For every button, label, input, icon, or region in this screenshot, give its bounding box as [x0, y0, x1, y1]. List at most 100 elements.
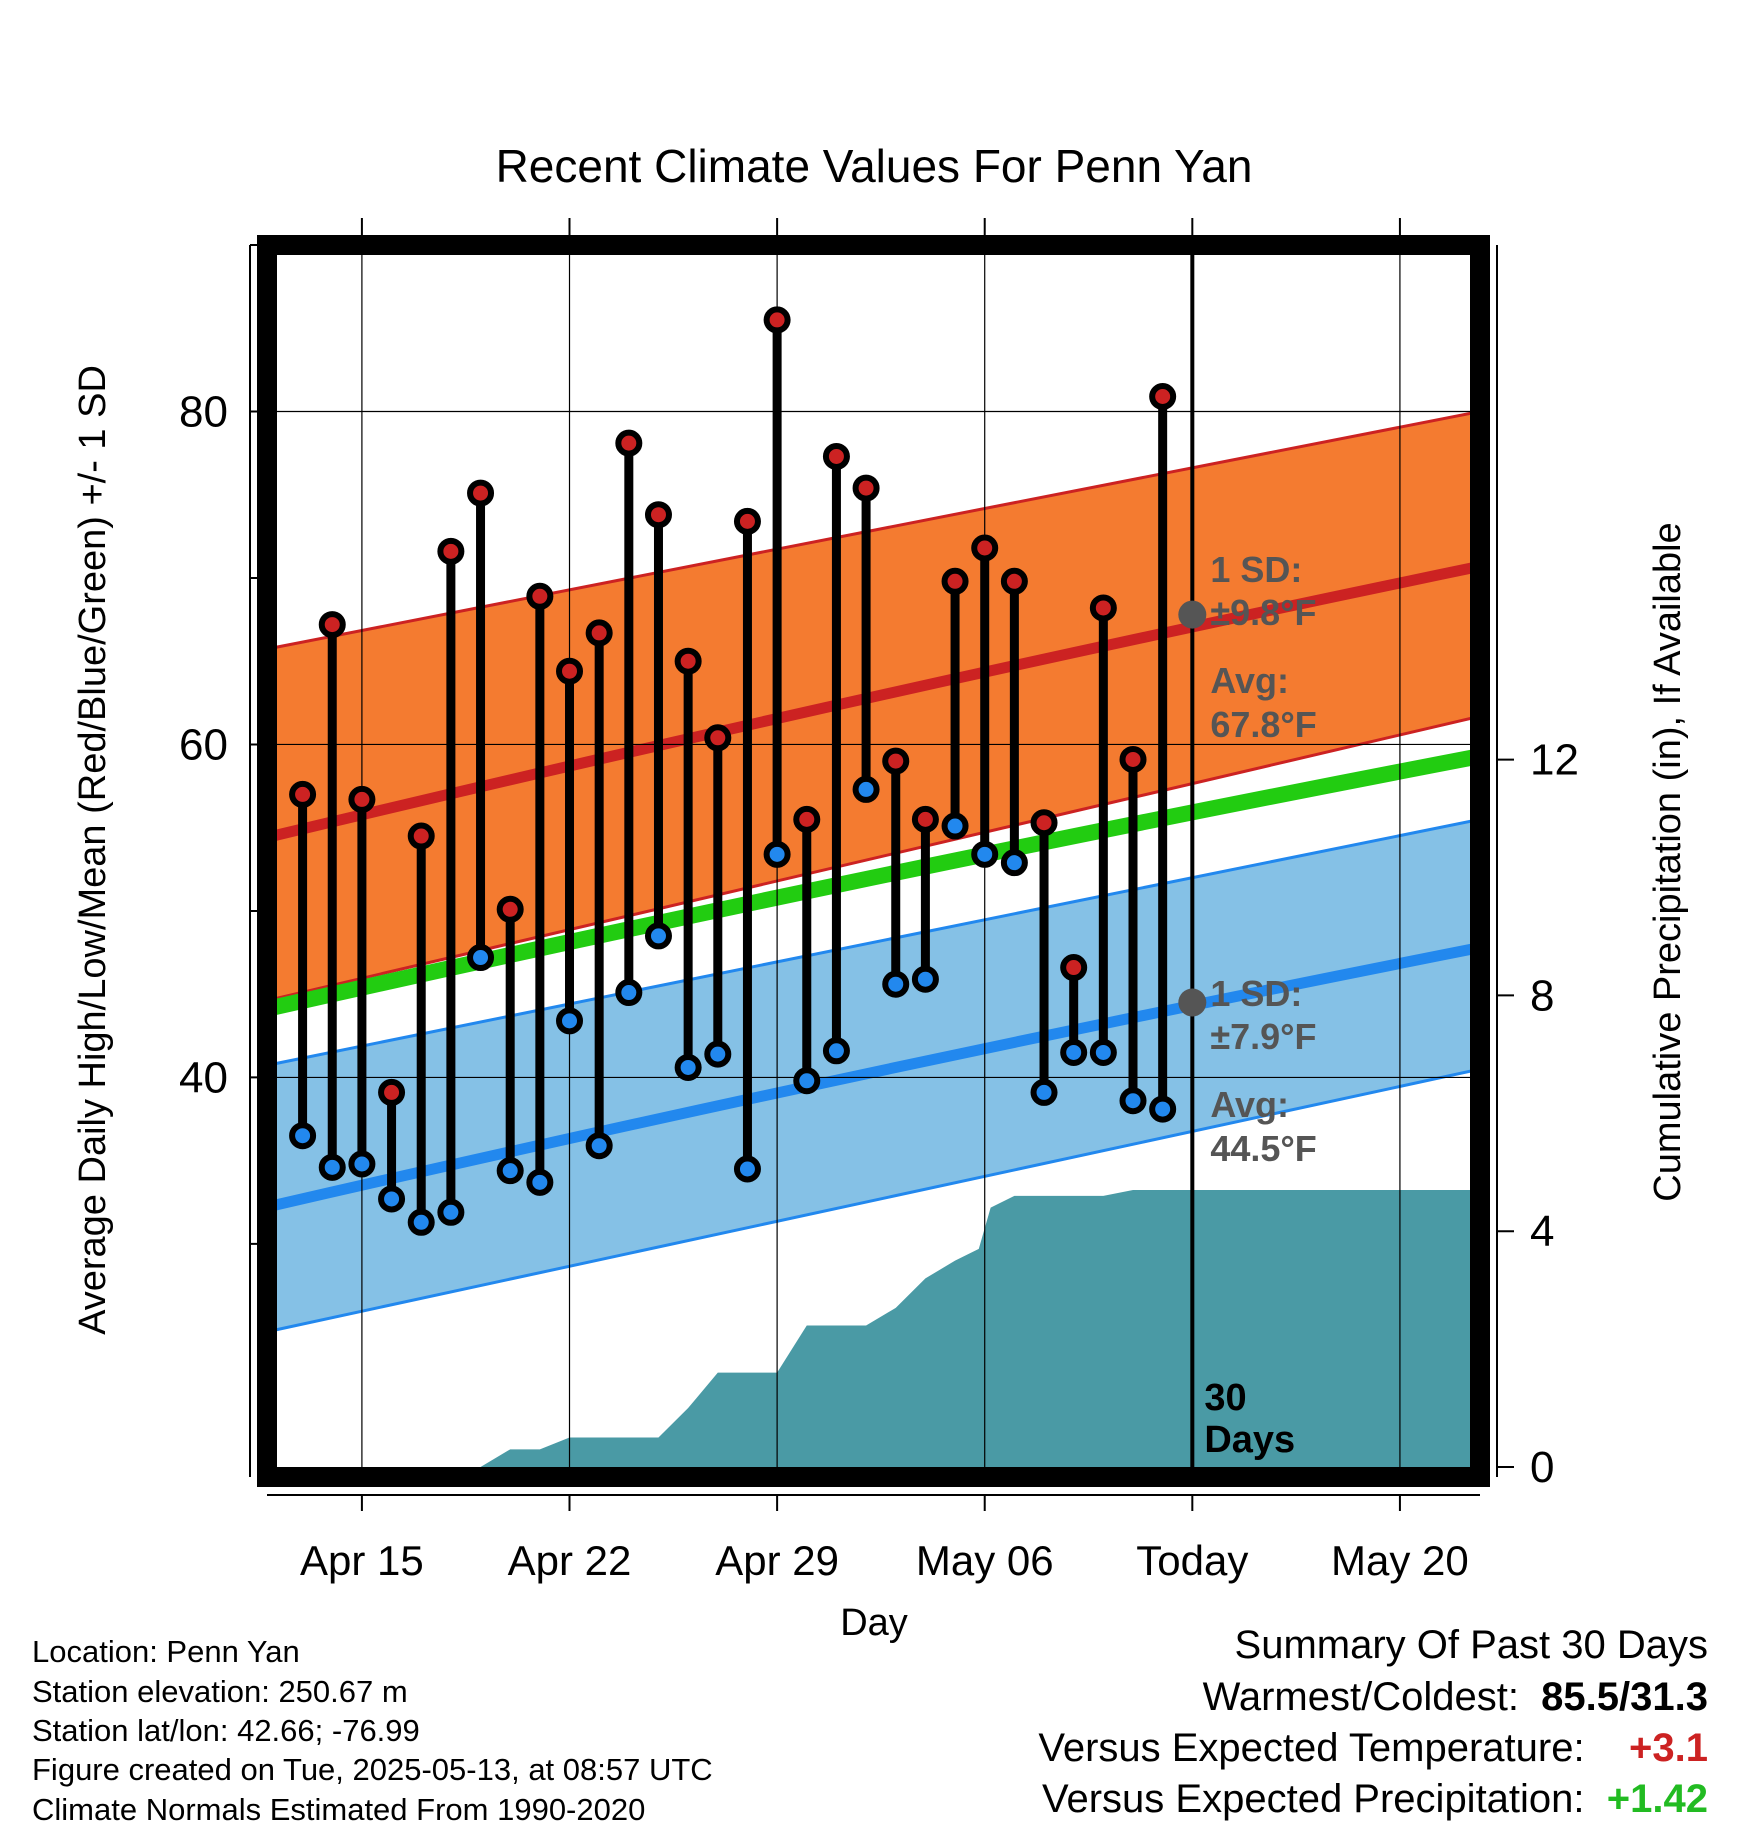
low-point: [733, 1155, 761, 1183]
y-tick-label: 40: [179, 1053, 228, 1102]
high-avg-value: 67.8°F: [1210, 704, 1316, 745]
high-point: [496, 895, 524, 923]
high-point: [911, 805, 939, 833]
high-point: [1119, 745, 1147, 773]
low-point: [1089, 1038, 1117, 1066]
low-point: [941, 812, 969, 840]
y2-tick-label: 12: [1530, 736, 1579, 785]
low-point: [852, 775, 880, 803]
x-axis-label: Day: [840, 1602, 908, 1644]
y2-tick-label: 4: [1530, 1207, 1554, 1256]
low-point: [644, 922, 672, 950]
x-tick-label: May 20: [1331, 1537, 1469, 1584]
high-point: [615, 429, 643, 457]
summary-precip: Versus Expected Precipitation: +1.42: [1042, 1777, 1708, 1822]
low-avg-value: 44.5°F: [1210, 1128, 1316, 1169]
low-sd-label: 1 SD:: [1210, 973, 1302, 1014]
high-point: [289, 780, 317, 808]
avg-high-marker: [1178, 600, 1207, 629]
low-point: [822, 1037, 850, 1065]
high-point: [793, 805, 821, 833]
high-point: [644, 501, 672, 529]
info-latlon: Station lat/lon: 42.66; -76.99: [32, 1713, 420, 1748]
x-tick-label: May 06: [916, 1537, 1054, 1584]
high-point: [852, 474, 880, 502]
summary-warm-cold: Warmest/Coldest: 85.5/31.3: [1203, 1675, 1708, 1720]
low-point: [1119, 1087, 1147, 1115]
low-point: [674, 1053, 702, 1081]
y2-tick-label: 0: [1530, 1443, 1554, 1492]
low-point: [378, 1185, 406, 1213]
x-tick-label: Today: [1136, 1537, 1248, 1584]
high-point: [1089, 594, 1117, 622]
precip-label: Versus Expected Precipitation:: [1042, 1777, 1585, 1821]
low-point: [467, 944, 495, 972]
high-point: [526, 582, 554, 610]
high-point: [1149, 383, 1177, 411]
avg-low-marker: [1178, 988, 1207, 1017]
low-point: [437, 1198, 465, 1226]
high-point: [407, 822, 435, 850]
precip-area: [391, 1189, 1480, 1477]
temp-label: Versus Expected Temperature:: [1038, 1726, 1585, 1770]
y-axis-label: Average Daily High/Low/Mean (Red/Blue/Gr…: [72, 365, 114, 1335]
low-point: [585, 1132, 613, 1160]
low-point: [289, 1122, 317, 1150]
window-label: Days: [1204, 1419, 1295, 1461]
low-point: [763, 840, 791, 868]
y-tick-label: 60: [179, 720, 228, 769]
high-point: [318, 611, 346, 639]
high-point: [1060, 954, 1088, 982]
high-point: [704, 724, 732, 752]
y2-axis-label: Cumulative Precipitation (in), If Availa…: [1647, 522, 1689, 1201]
low-point: [1000, 849, 1028, 877]
warm-cold-value: 85.5/31.3: [1541, 1675, 1708, 1719]
low-point: [526, 1168, 554, 1196]
low-point: [407, 1208, 435, 1236]
low-point: [1060, 1038, 1088, 1066]
high-point: [556, 657, 584, 685]
window-label: 30: [1204, 1377, 1246, 1419]
low-point: [793, 1067, 821, 1095]
summary-title: Summary Of Past 30 Days: [1234, 1623, 1708, 1667]
high-point: [585, 619, 613, 647]
x-tick-label: Apr 29: [715, 1537, 839, 1584]
high-point: [378, 1078, 406, 1106]
low-point: [882, 970, 910, 998]
high-sd-label: 1 SD:: [1210, 549, 1302, 590]
info-normals: Climate Normals Estimated From 1990-2020: [32, 1792, 646, 1827]
high-point: [1000, 567, 1028, 595]
high-sd-band-upper-edge: [272, 410, 1480, 650]
summary-temp: Versus Expected Temperature: +3.1: [1038, 1726, 1708, 1771]
high-point: [733, 507, 761, 535]
x-tick-label: Apr 15: [300, 1537, 424, 1584]
low-point: [615, 979, 643, 1007]
high-point: [348, 785, 376, 813]
precip-value: +1.42: [1606, 1777, 1708, 1821]
chart-title: Recent Climate Values For Penn Yan: [496, 140, 1253, 192]
high-point: [467, 479, 495, 507]
high-sd-band: [272, 411, 1480, 1000]
high-point: [971, 534, 999, 562]
low-sd-value: ±7.9°F: [1210, 1016, 1316, 1057]
low-point: [1149, 1095, 1177, 1123]
low-point: [971, 840, 999, 868]
low-point: [496, 1157, 524, 1185]
high-point: [674, 647, 702, 675]
low-point: [704, 1040, 732, 1068]
high-avg-label: Avg:: [1210, 660, 1289, 701]
high-sd-value: ±9.8°F: [1210, 592, 1316, 633]
high-point: [1030, 809, 1058, 837]
temp-value: +3.1: [1629, 1726, 1708, 1770]
low-point: [348, 1150, 376, 1178]
low-point: [318, 1153, 346, 1181]
warm-cold-label: Warmest/Coldest:: [1202, 1675, 1519, 1719]
info-location: Location: Penn Yan: [32, 1634, 300, 1669]
low-sd-band-lower-edge: [272, 1067, 1480, 1332]
plot-frame: [257, 235, 1490, 1487]
high-point: [941, 567, 969, 595]
high-point: [763, 306, 791, 334]
low-avg-label: Avg:: [1210, 1084, 1289, 1125]
x-tick-label: Apr 22: [508, 1537, 632, 1584]
